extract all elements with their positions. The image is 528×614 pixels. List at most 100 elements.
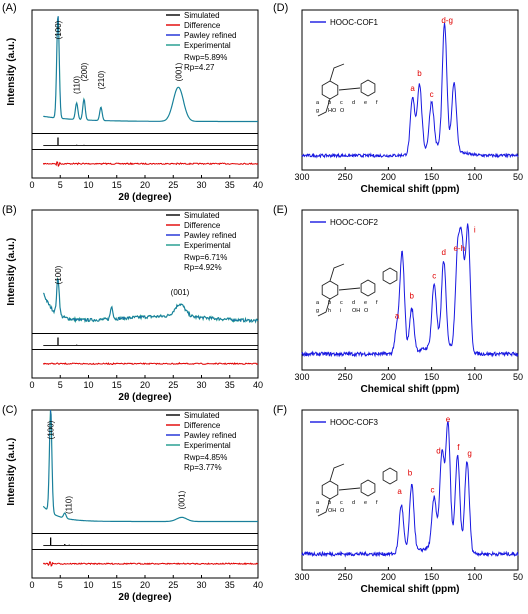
x-tick-label: 20 <box>140 380 150 390</box>
x-tick-label: 200 <box>381 172 396 182</box>
x-tick-label: 150 <box>424 572 439 582</box>
panel-label-d: (D) <box>273 2 288 14</box>
peak-annotation: d <box>441 248 445 257</box>
x-tick-label: 100 <box>467 372 482 382</box>
legend-item: Difference <box>184 421 221 430</box>
structure-label: c <box>340 100 343 106</box>
structure-label: a <box>316 500 320 506</box>
peak-annotation: c <box>430 486 434 495</box>
x-tick-label: 10 <box>83 380 93 390</box>
x-tick-label: 10 <box>83 580 93 590</box>
plot-frame <box>301 9 519 171</box>
structure-label: b <box>328 300 331 306</box>
x-axis-label: 2θ (degree) <box>118 592 171 603</box>
x-tick-label: 250 <box>338 372 353 382</box>
peak-label: (001) <box>178 490 187 509</box>
structure-label: a <box>316 100 320 106</box>
legend-item: HOOC-COF2 <box>330 218 379 227</box>
legend-item: Simulated <box>184 411 220 420</box>
pawley-line <box>43 409 258 522</box>
x-tick-label: 30 <box>196 580 206 590</box>
pawley-line <box>43 16 258 122</box>
panel-label-e: (E) <box>273 204 288 216</box>
peak-annotation: e <box>446 415 451 424</box>
y-axis-label: Intensity (a.u.) <box>6 38 17 106</box>
x-axis-label: 2θ (degree) <box>118 392 171 403</box>
x-tick-label: 200 <box>381 572 396 582</box>
x-tick-label: 100 <box>467 572 482 582</box>
peak-annotation: c <box>432 272 436 281</box>
peak-annotation: d-g <box>441 16 453 25</box>
peak-label: (210) <box>97 70 106 89</box>
peak-annotation: i <box>474 225 476 234</box>
pxrd-panel-a: 0 5 10 15 20 25 30 35 40 2θ (degree) Intensity (a.… <box>6 9 263 203</box>
structure-label: d <box>352 500 355 506</box>
structure-label: h <box>328 308 331 314</box>
nmr-spectrum <box>301 223 519 358</box>
x-tick-label: 35 <box>225 180 235 190</box>
structure-label: O <box>340 108 345 114</box>
x-tick-label: 15 <box>112 380 122 390</box>
structure-label: e <box>364 500 367 506</box>
peak-annotation: g <box>467 449 471 458</box>
structure-label: a <box>316 300 320 306</box>
legend-item: Experimental <box>184 41 231 50</box>
legend-item: Experimental <box>184 441 231 450</box>
x-tick-label: 50 <box>513 372 523 382</box>
structure-drawing: a b c d e f g OH O <box>316 463 398 517</box>
rwp-value: Rwp=4.85% <box>184 453 227 462</box>
pxrd-panel-c: 0 5 10 15 20 25 30 35 40 2θ (degree) Intensity (a.… <box>6 409 263 603</box>
aryl-ring <box>360 279 376 297</box>
peak-label: (110) <box>65 496 74 514</box>
x-tick-label: 15 <box>112 580 122 590</box>
y-axis-label: Intensity (a.u.) <box>6 238 17 306</box>
peak-annotation: a <box>395 312 400 321</box>
imine-arm <box>317 463 345 517</box>
structure-label: OH <box>328 508 336 514</box>
peak-label: (001) <box>174 62 183 81</box>
peak-annotation: a <box>397 487 402 496</box>
peak-label: (001) <box>171 288 190 297</box>
linker-bond <box>338 87 361 91</box>
structure-label: f <box>376 100 378 106</box>
peak-label: (200) <box>80 62 89 81</box>
structure-label: i <box>340 308 341 314</box>
x-tick-label: 200 <box>381 372 396 382</box>
x-tick-label: 40 <box>253 580 263 590</box>
peak-annotation: a <box>410 84 415 93</box>
x-tick-label: 15 <box>112 180 122 190</box>
x-tick-label: 300 <box>294 572 309 582</box>
plot-frame <box>301 409 519 571</box>
legend-item: Pawley refined <box>184 31 236 40</box>
aryl-ring <box>360 79 376 97</box>
legend-item: Simulated <box>184 211 220 220</box>
structure-label: HO <box>328 108 337 114</box>
structure-label: g <box>316 508 319 514</box>
structure-label: d <box>352 300 355 306</box>
peak-label: (100) <box>47 420 56 439</box>
structure-label: f <box>376 500 378 506</box>
y-axis-label: Intensity (a.u.) <box>6 438 17 506</box>
x-tick-label: 35 <box>225 380 235 390</box>
x-tick-label: 0 <box>29 380 34 390</box>
structure-label: b <box>328 100 331 106</box>
x-tick-label: 300 <box>294 172 309 182</box>
x-axis-label: Chemical shift (ppm) <box>361 584 460 595</box>
rp-value: Rp=4.27 <box>184 63 215 72</box>
x-tick-label: 100 <box>467 172 482 182</box>
core-ring <box>321 80 339 100</box>
x-tick-label: 150 <box>424 372 439 382</box>
peak-annotation: b <box>417 69 422 78</box>
peak-annotation: b <box>410 292 415 301</box>
x-tick-label: 250 <box>338 172 353 182</box>
rwp-value: Rwp=5.89% <box>184 53 227 62</box>
nmr-panel-e: 300 250 200 150 100 50 Chemical shift (ppm) HOO… <box>294 209 523 395</box>
nmr-panel-d: 300 250 200 150 100 50 Chemical shift (ppm) HOO… <box>294 9 523 195</box>
legend-item: HOOC-COF3 <box>330 418 379 427</box>
panel-label-a: (A) <box>2 2 17 14</box>
difference-line <box>42 161 259 168</box>
x-tick-label: 20 <box>140 180 150 190</box>
x-tick-label: 50 <box>513 572 523 582</box>
x-tick-label: 0 <box>29 580 34 590</box>
